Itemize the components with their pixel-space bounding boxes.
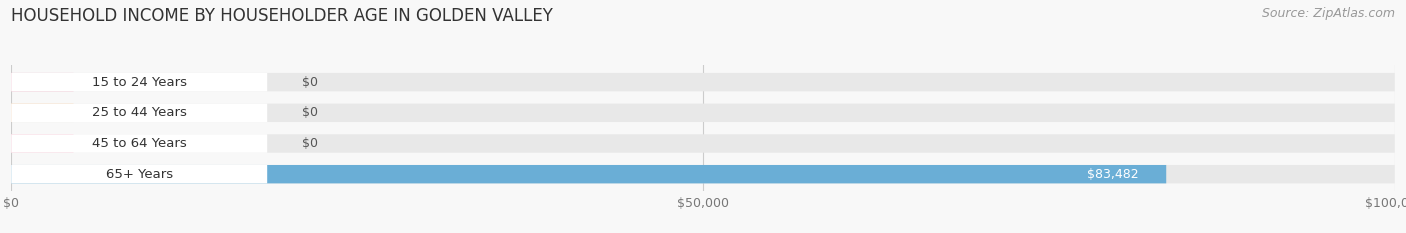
FancyBboxPatch shape (11, 134, 73, 153)
FancyBboxPatch shape (11, 104, 267, 122)
FancyBboxPatch shape (11, 134, 1395, 153)
FancyBboxPatch shape (11, 165, 267, 183)
Text: 25 to 44 Years: 25 to 44 Years (91, 106, 187, 119)
FancyBboxPatch shape (11, 104, 73, 122)
Text: $83,482: $83,482 (1087, 168, 1139, 181)
Text: 15 to 24 Years: 15 to 24 Years (91, 76, 187, 89)
FancyBboxPatch shape (11, 73, 1395, 91)
FancyBboxPatch shape (11, 104, 1395, 122)
Text: $0: $0 (302, 137, 318, 150)
FancyBboxPatch shape (11, 134, 267, 153)
Text: $0: $0 (302, 76, 318, 89)
Text: Source: ZipAtlas.com: Source: ZipAtlas.com (1261, 7, 1395, 20)
FancyBboxPatch shape (11, 73, 73, 91)
FancyBboxPatch shape (11, 165, 1166, 183)
Text: $0: $0 (302, 106, 318, 119)
Text: HOUSEHOLD INCOME BY HOUSEHOLDER AGE IN GOLDEN VALLEY: HOUSEHOLD INCOME BY HOUSEHOLDER AGE IN G… (11, 7, 553, 25)
Text: 45 to 64 Years: 45 to 64 Years (91, 137, 187, 150)
FancyBboxPatch shape (11, 165, 1395, 183)
FancyBboxPatch shape (11, 73, 267, 91)
Text: 65+ Years: 65+ Years (105, 168, 173, 181)
